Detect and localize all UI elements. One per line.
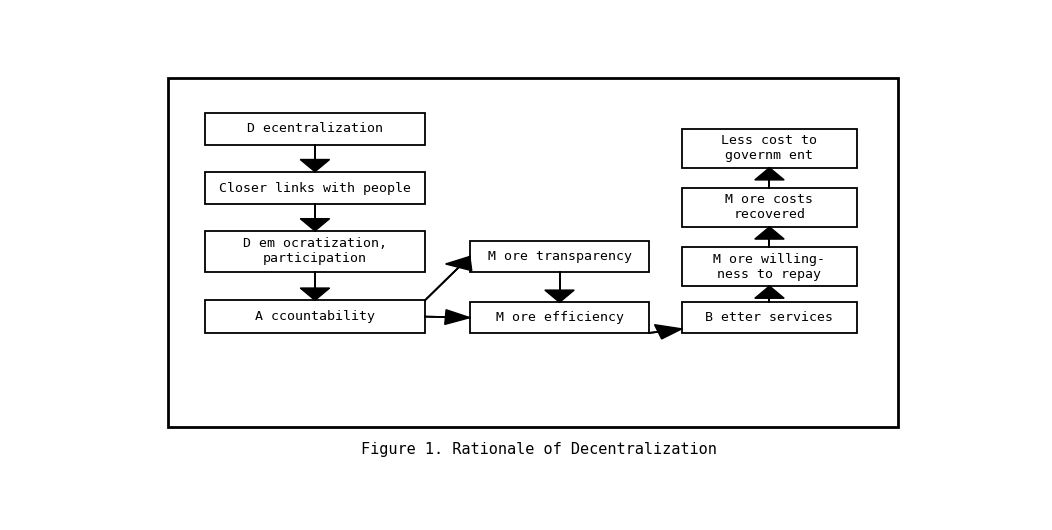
- Text: M ore efficiency: M ore efficiency: [495, 311, 624, 324]
- Bar: [205, 112, 425, 145]
- Text: B etter services: B etter services: [706, 311, 833, 324]
- Bar: [682, 302, 857, 333]
- Text: Less cost to
governm ent: Less cost to governm ent: [722, 134, 817, 162]
- Polygon shape: [445, 310, 470, 324]
- Text: M ore transparency: M ore transparency: [487, 250, 631, 263]
- Bar: [682, 129, 857, 167]
- Bar: [682, 188, 857, 227]
- Polygon shape: [446, 257, 471, 271]
- Polygon shape: [545, 290, 574, 302]
- Text: A ccountability: A ccountability: [255, 310, 375, 323]
- Text: M ore willing-
ness to repay: M ore willing- ness to repay: [713, 253, 826, 280]
- Polygon shape: [754, 167, 784, 180]
- Polygon shape: [300, 219, 329, 231]
- Text: Figure 1. Rationale of Decentralization: Figure 1. Rationale of Decentralization: [361, 441, 717, 457]
- Text: M ore costs
recovered: M ore costs recovered: [726, 193, 813, 222]
- Bar: [205, 301, 425, 333]
- Bar: [682, 247, 857, 286]
- Bar: [470, 241, 649, 272]
- Polygon shape: [654, 325, 682, 339]
- Polygon shape: [754, 227, 784, 239]
- Text: D em ocratization,
participation: D em ocratization, participation: [243, 237, 387, 266]
- Polygon shape: [300, 160, 329, 172]
- Bar: [470, 302, 649, 333]
- Text: D ecentralization: D ecentralization: [247, 122, 383, 135]
- Bar: [205, 231, 425, 272]
- Text: Closer links with people: Closer links with people: [219, 182, 411, 195]
- Polygon shape: [300, 288, 329, 301]
- Polygon shape: [754, 286, 784, 298]
- Bar: [205, 172, 425, 205]
- Bar: [168, 78, 898, 427]
